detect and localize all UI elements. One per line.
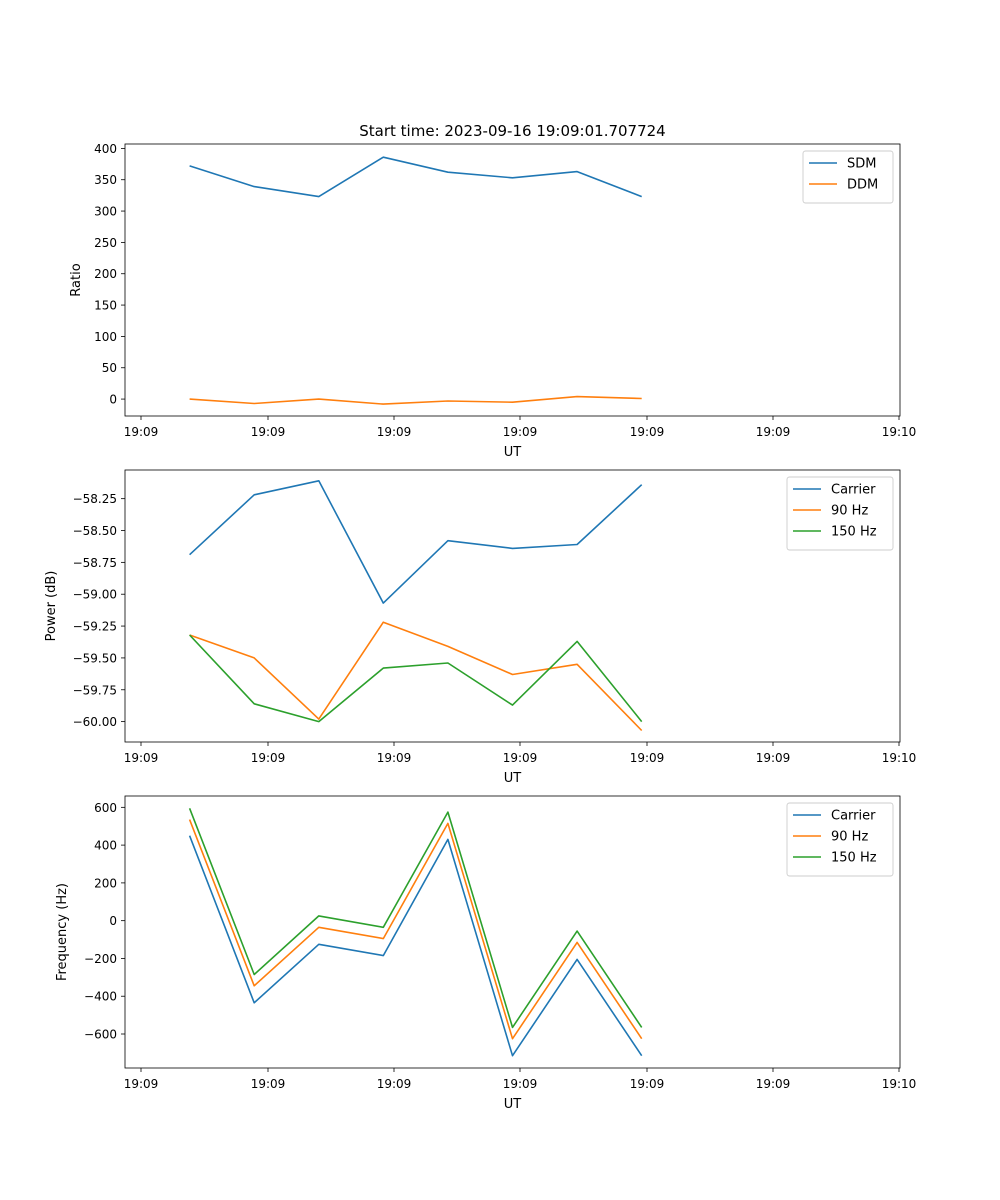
x-tick-label: 19:10 <box>882 751 917 765</box>
y-tick-label: −58.50 <box>73 524 117 538</box>
x-tick-label: 19:09 <box>630 1077 665 1091</box>
y-tick-label: 200 <box>94 267 117 281</box>
y-tick-label: −600 <box>84 1028 117 1042</box>
x-tick-label: 19:09 <box>630 425 665 439</box>
series-line-sdm <box>189 156 642 198</box>
y-tick-label: −58.25 <box>73 492 117 506</box>
legend-label: SDM <box>847 157 876 172</box>
axes-frame <box>124 469 901 743</box>
series-line-150-hz <box>189 634 643 723</box>
series-line-90-hz <box>189 621 643 732</box>
series-line-90-hz <box>188 819 643 1040</box>
y-tick-label: 100 <box>94 330 117 344</box>
legend-label: 150 Hz <box>831 851 877 866</box>
axes-frame <box>124 795 901 1069</box>
x-tick-label: 19:10 <box>882 1077 917 1091</box>
y-tick-label: 0 <box>109 393 117 407</box>
x-tick-label: 19:09 <box>756 425 791 439</box>
y-tick-label: 600 <box>94 801 117 815</box>
legend: SDM DDM <box>802 150 894 204</box>
y-tick-label: −59.50 <box>73 651 117 665</box>
series-line-ddm <box>189 395 642 405</box>
x-tick-label: 19:09 <box>124 751 159 765</box>
series-line-carrier <box>188 835 643 1057</box>
legend-label: 90 Hz <box>831 504 868 519</box>
series-line-150-hz <box>188 808 643 1029</box>
y-tick-label: 50 <box>102 361 117 375</box>
subplot-2: 19:09 19:09 19:09 19:09 19:09 19:09 19:10 UT −60… <box>44 469 917 786</box>
y-axis-label: Frequency (Hz) <box>55 883 70 981</box>
x-tick-label: 19:09 <box>124 425 159 439</box>
x-tick-label: 19:09 <box>251 751 286 765</box>
y-tick-label: 300 <box>94 205 117 219</box>
y-axis-label: Power (dB) <box>44 571 59 642</box>
y-tick-label: 150 <box>94 299 117 313</box>
y-tick-label: −59.75 <box>73 683 117 697</box>
y-tick-label: 250 <box>94 236 117 250</box>
x-tick-label: 19:09 <box>377 425 412 439</box>
x-tick-label: 19:09 <box>756 751 791 765</box>
x-tick-label: 19:09 <box>503 751 538 765</box>
y-axis-label: Ratio <box>69 263 84 296</box>
legend-label: 90 Hz <box>831 830 868 845</box>
legend-label: Carrier <box>831 809 876 824</box>
axes-frame <box>124 143 901 417</box>
x-axis-label: UT <box>504 445 522 460</box>
x-tick-label: 19:09 <box>251 1077 286 1091</box>
legend-label: DDM <box>847 178 878 193</box>
x-tick-label: 19:09 <box>251 425 286 439</box>
legend: Carrier 90 Hz 150 Hz <box>786 476 894 551</box>
y-tick-label: 400 <box>94 142 117 156</box>
figure-title: Start time: 2023-09-16 19:09:01.707724 <box>359 122 665 140</box>
subplot-3: 19:09 19:09 19:09 19:09 19:09 19:09 19:10 UT −60… <box>55 795 917 1112</box>
y-tick-label: 400 <box>94 839 117 853</box>
legend-box <box>802 150 894 204</box>
x-tick-label: 19:09 <box>503 425 538 439</box>
y-tick-label: −400 <box>84 990 117 1004</box>
x-tick-label: 19:09 <box>756 1077 791 1091</box>
y-tick-label: −60.00 <box>73 715 117 729</box>
legend-label: 150 Hz <box>831 525 877 540</box>
y-tick-label: −58.75 <box>73 556 117 570</box>
x-tick-label: 19:09 <box>377 1077 412 1091</box>
x-tick-label: 19:09 <box>630 751 665 765</box>
legend-label: Carrier <box>831 483 876 498</box>
series-line-carrier <box>189 479 643 604</box>
x-tick-label: 19:09 <box>124 1077 159 1091</box>
y-tick-label: 200 <box>94 876 117 890</box>
y-tick-label: −200 <box>84 952 117 966</box>
legend: Carrier 90 Hz 150 Hz <box>786 802 894 877</box>
x-tick-label: 19:09 <box>503 1077 538 1091</box>
y-tick-label: 0 <box>109 914 117 928</box>
x-axis-label: UT <box>504 771 522 786</box>
y-tick-label: −59.25 <box>73 620 117 634</box>
x-tick-label: 19:10 <box>882 425 917 439</box>
x-axis-label: UT <box>504 1097 522 1112</box>
subplot-1: 19:09 19:09 19:09 19:09 19:09 19:09 19:10 UT 0 50… <box>69 142 916 460</box>
y-tick-label: 350 <box>94 173 117 187</box>
y-tick-label: −59.00 <box>73 588 117 602</box>
x-tick-label: 19:09 <box>377 751 412 765</box>
